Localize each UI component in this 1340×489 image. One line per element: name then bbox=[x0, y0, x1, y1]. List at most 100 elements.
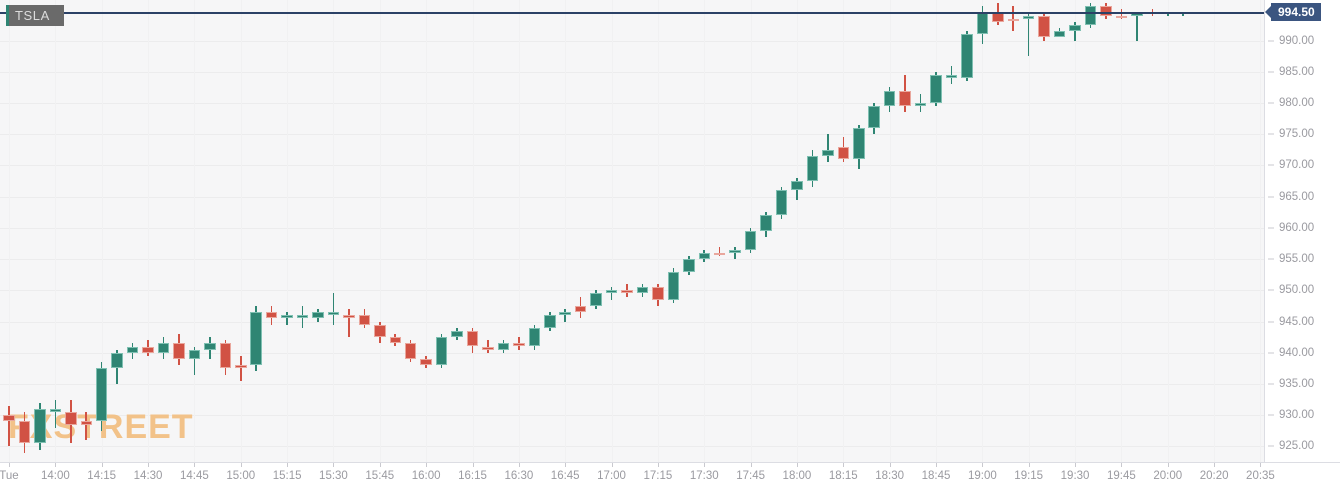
price-tick-mark bbox=[1268, 289, 1274, 291]
time-tick-mark bbox=[565, 463, 567, 467]
candle-wick bbox=[1074, 21, 1076, 41]
candle-body bbox=[281, 315, 293, 319]
time-tick-mark bbox=[101, 463, 103, 467]
candle-body bbox=[1053, 31, 1066, 38]
candle-body bbox=[1084, 6, 1097, 25]
price-tick-mark bbox=[1268, 321, 1274, 323]
price-tick-mark bbox=[1268, 164, 1274, 166]
price-tick-mark bbox=[1268, 258, 1274, 260]
price-tick-label: 975.00 bbox=[1279, 128, 1315, 141]
grid-line-vertical bbox=[565, 0, 567, 462]
price-tick-label: 990.00 bbox=[1279, 34, 1315, 47]
candle-body bbox=[65, 412, 77, 425]
time-tick-mark bbox=[796, 463, 798, 467]
time-tick-label: Tue bbox=[0, 470, 19, 482]
candle-wick bbox=[239, 355, 242, 381]
price-axis[interactable]: 990.00 985.00 980.00 975.00 970.00 965.00 960.… bbox=[1265, 0, 1340, 462]
candle-body bbox=[822, 149, 834, 157]
candle-body bbox=[791, 181, 803, 191]
candle-body bbox=[1100, 6, 1112, 16]
price-tick-label: 980.00 bbox=[1279, 97, 1315, 109]
time-tick-label: 14:15 bbox=[87, 470, 117, 482]
candle-body bbox=[389, 337, 401, 344]
candle-body bbox=[1038, 15, 1050, 38]
candle-body bbox=[528, 327, 541, 347]
time-tick-mark bbox=[518, 463, 520, 467]
grid-line-horizontal bbox=[0, 196, 1264, 198]
candle-body bbox=[744, 231, 757, 250]
candle-body bbox=[188, 349, 201, 359]
grid-line-horizontal bbox=[0, 321, 1264, 323]
candle-body bbox=[513, 343, 525, 347]
candle-body bbox=[544, 315, 556, 328]
candle-body bbox=[265, 312, 278, 319]
candle-body bbox=[420, 358, 432, 366]
time-axis[interactable]: Tue 14:00 14:15 14:30 14:45 15:00 15:15 15:30 15… bbox=[0, 462, 1340, 489]
price-tick-label: 940.00 bbox=[1279, 346, 1315, 359]
time-tick-label: 18:45 bbox=[921, 470, 951, 482]
candle-body bbox=[18, 421, 31, 444]
candle-body bbox=[868, 106, 880, 128]
candle-wick bbox=[827, 134, 829, 163]
symbol-badge[interactable]: TSLA bbox=[6, 5, 64, 26]
candle-body bbox=[358, 315, 371, 325]
grid-line-vertical bbox=[287, 0, 289, 462]
time-tick-mark bbox=[194, 463, 196, 467]
candle-body bbox=[173, 343, 185, 359]
current-price-line bbox=[0, 12, 1264, 14]
candle-body bbox=[3, 415, 15, 422]
grid-line-vertical bbox=[889, 0, 891, 462]
time-tick-label: 17:30 bbox=[689, 470, 719, 482]
candle-body bbox=[374, 324, 386, 338]
price-tick-label: 930.00 bbox=[1279, 409, 1315, 422]
candle-wick bbox=[1151, 9, 1154, 16]
grid-line-vertical bbox=[148, 0, 150, 462]
candle-body bbox=[729, 249, 741, 253]
candle-wick bbox=[610, 287, 613, 300]
time-tick-mark bbox=[936, 463, 937, 467]
price-tick-label: 985.00 bbox=[1279, 65, 1315, 78]
candle-body bbox=[80, 421, 92, 425]
time-tick-mark bbox=[379, 463, 381, 467]
time-tick-label: 19:30 bbox=[1060, 470, 1090, 482]
candle-body bbox=[621, 290, 633, 294]
grid-line-vertical bbox=[1167, 0, 1169, 462]
price-tick-label: 965.00 bbox=[1279, 190, 1315, 203]
grid-line-horizontal bbox=[0, 40, 1264, 42]
candle-wick bbox=[193, 346, 196, 375]
time-tick-label: 16:45 bbox=[550, 470, 580, 482]
time-tick-mark bbox=[982, 463, 984, 467]
time-tick-label: 15:15 bbox=[272, 470, 302, 482]
candle-body bbox=[559, 312, 571, 316]
candle-body bbox=[883, 90, 896, 107]
time-tick-label: 19:00 bbox=[967, 470, 997, 482]
candle-body bbox=[497, 343, 510, 350]
symbol-accent-bar bbox=[6, 5, 9, 26]
chart-plot-area[interactable]: FXSTREET bbox=[0, 0, 1265, 462]
price-tick-label: 945.00 bbox=[1279, 315, 1315, 328]
candle-body bbox=[652, 287, 664, 300]
current-price-tag: 994.50 bbox=[1271, 3, 1321, 22]
grid-line-vertical bbox=[55, 0, 57, 462]
current-price-arrow bbox=[1265, 6, 1271, 19]
candle-body bbox=[126, 346, 139, 353]
time-tick-label: 18:30 bbox=[875, 470, 905, 482]
grid-line-horizontal bbox=[0, 259, 1264, 261]
candle-body bbox=[853, 127, 865, 160]
price-tick-mark bbox=[1268, 71, 1274, 73]
candle-body bbox=[590, 293, 602, 306]
price-tick-mark bbox=[1268, 102, 1274, 104]
candle-body bbox=[235, 365, 247, 369]
candle-body bbox=[683, 259, 695, 272]
candle-wick bbox=[564, 309, 566, 322]
candle-wick bbox=[734, 246, 736, 260]
candle-body bbox=[142, 346, 154, 353]
grid-line-vertical bbox=[1260, 0, 1262, 462]
grid-line-vertical bbox=[333, 0, 335, 462]
candle-body bbox=[466, 330, 479, 347]
candle-body bbox=[899, 90, 911, 107]
candle-body bbox=[961, 34, 973, 79]
grid-line-vertical bbox=[611, 0, 613, 462]
candle-body bbox=[945, 74, 958, 79]
candle-body bbox=[1007, 18, 1019, 21]
